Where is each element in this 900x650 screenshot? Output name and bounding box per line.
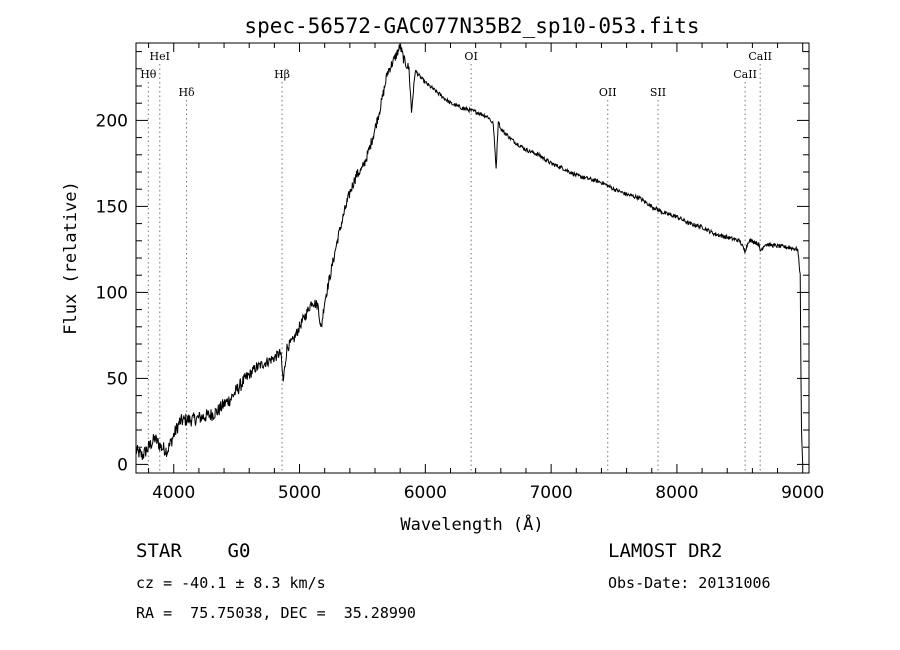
line-marker-label: Hβ bbox=[274, 68, 290, 81]
line-marker-label: CaII bbox=[748, 50, 772, 63]
x-tick-label: 6000 bbox=[404, 483, 447, 503]
x-tick-label: 9000 bbox=[781, 483, 824, 503]
survey-name: LAMOST DR2 bbox=[608, 540, 723, 562]
y-tick-label: 50 bbox=[106, 369, 128, 389]
line-marker-label: SII bbox=[650, 86, 666, 99]
redshift-cz: cz = -40.1 ± 8.3 km/s bbox=[136, 574, 326, 592]
spectrum-line bbox=[135, 44, 804, 465]
x-tick-label: 7000 bbox=[529, 483, 572, 503]
ra-dec-coordinates: RA = 75.75038, DEC = 35.28990 bbox=[136, 604, 416, 622]
observation-date: Obs-Date: 20131006 bbox=[608, 574, 771, 592]
x-axis-label: Wavelength (Å) bbox=[400, 513, 543, 535]
y-tick-label: 100 bbox=[96, 283, 128, 303]
y-tick-label: 0 bbox=[117, 455, 128, 475]
plot-frame bbox=[135, 42, 810, 474]
line-marker-label: Hδ bbox=[178, 86, 195, 99]
spectral-line-markers: Hθ HeI Hδ Hβ OI OII SII CaII CaII bbox=[140, 50, 772, 473]
y-tick-label: 150 bbox=[96, 197, 128, 217]
x-tick-label: 4000 bbox=[152, 483, 195, 503]
line-marker-label: CaII bbox=[733, 68, 757, 81]
line-marker-label: OII bbox=[599, 86, 617, 99]
x-tick-label: 8000 bbox=[655, 483, 698, 503]
y-tick-label: 200 bbox=[96, 111, 128, 131]
line-marker-label: HeI bbox=[150, 50, 170, 63]
chart-title: spec-56572-GAC077N35B2_sp10-053.fits bbox=[244, 14, 699, 38]
y-axis-label: Flux (relative) bbox=[61, 181, 81, 335]
spectrum-plot: spec-56572-GAC077N35B2_sp10-053.fits HθH… bbox=[61, 14, 824, 535]
object-class: STAR G0 bbox=[136, 540, 251, 562]
line-marker-label: OI bbox=[464, 50, 477, 63]
x-tick-label: 5000 bbox=[278, 483, 321, 503]
line-marker-label: Hθ bbox=[140, 68, 157, 81]
axis-ticks: 4000 5000 6000 7000 8000 9000 0 50 100 150 200 bbox=[96, 43, 824, 503]
